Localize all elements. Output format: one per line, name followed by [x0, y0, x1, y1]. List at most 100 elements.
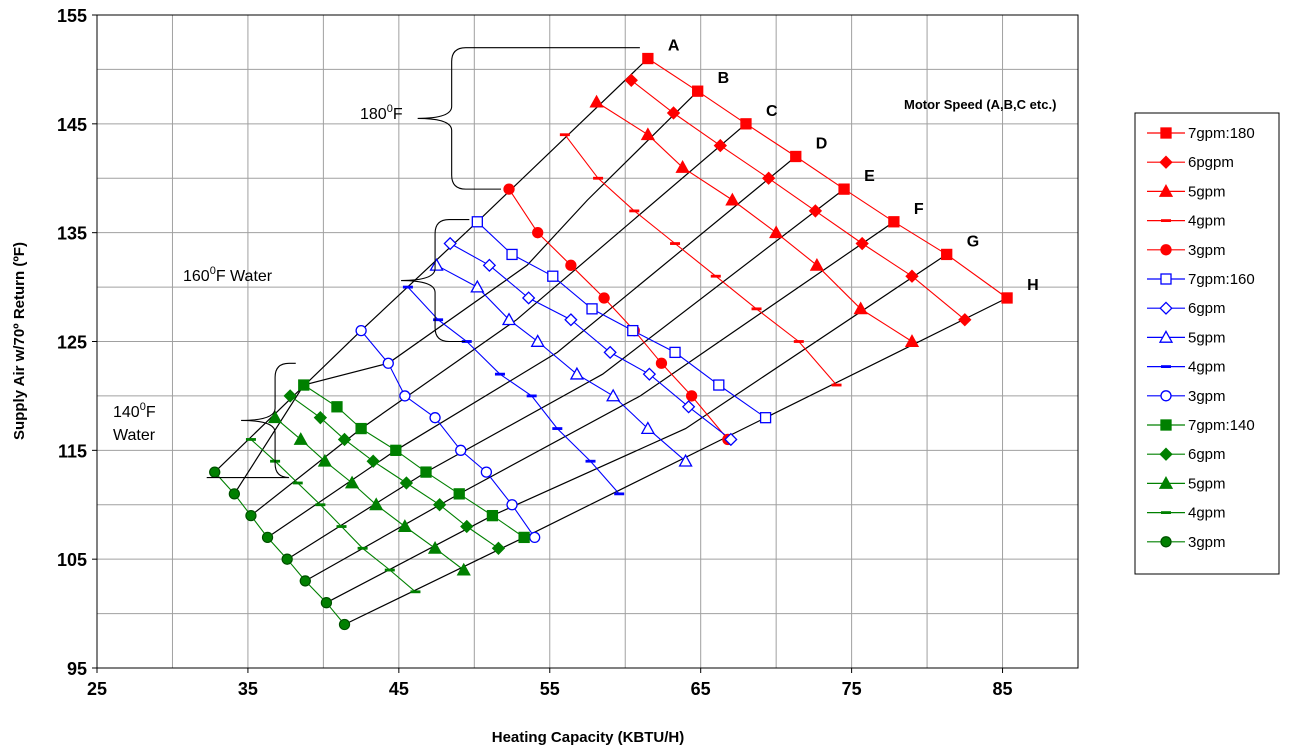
series-line-5 [476, 221, 766, 419]
x-axis-ticks: 25 35 45 55 65 75 85 [87, 668, 1013, 699]
data-point-diamond [283, 389, 297, 403]
data-point-diamond [399, 476, 414, 490]
data-point-square [759, 412, 772, 424]
data-point-dash [336, 525, 347, 528]
data-point-dash [793, 340, 804, 343]
data-point-triangle [769, 225, 784, 239]
legend-label: 3gpm [1188, 242, 1226, 259]
data-point-triangle [904, 334, 920, 347]
speed-line-g [326, 253, 948, 604]
x-tick-label: 85 [993, 679, 1013, 699]
data-point-circle-outline [339, 619, 350, 630]
data-point-circle-outline [228, 488, 240, 500]
legend-marker-dash [1161, 365, 1171, 368]
data-point-square [669, 346, 681, 359]
legend-marker-diamond [1159, 301, 1173, 315]
speed-line-d [267, 156, 797, 538]
data-point-square [453, 488, 465, 500]
speed-letter-b: B [718, 70, 730, 87]
data-point-dash [410, 590, 421, 594]
data-point-circle [598, 292, 610, 304]
data-point-dash [585, 459, 596, 463]
legend-label: 6gpm [1188, 446, 1226, 463]
legend-marker-circle-outline [1160, 536, 1172, 548]
legend-label: 3gpm [1188, 534, 1226, 551]
annotation-160f-unit: F Water [216, 268, 273, 285]
legend-marker-triangle [1158, 476, 1174, 489]
data-point-diamond [958, 313, 972, 327]
series-line-0 [647, 58, 1008, 299]
data-point-square [790, 150, 802, 163]
data-point-diamond [432, 498, 447, 512]
data-point-triangle [725, 192, 740, 206]
data-point-square [486, 509, 499, 522]
speed-letter-h: H [1027, 277, 1039, 294]
data-point-diamond [564, 313, 578, 327]
data-point-diamond [366, 454, 380, 468]
data-point-diamond [460, 519, 474, 534]
data-point-circle-outline [321, 597, 332, 609]
data-point-triangle [589, 94, 604, 108]
data-point-diamond [724, 432, 738, 447]
speed-line-b [233, 90, 699, 495]
series-line-4 [508, 188, 729, 440]
annotation-180f-value: 180 [360, 106, 387, 123]
data-point-circle [429, 412, 441, 424]
data-point-triangle [530, 334, 545, 347]
data-point-square [518, 531, 530, 544]
data-point-triangle [640, 421, 655, 435]
data-point-square [390, 444, 402, 456]
data-point-square [627, 324, 639, 337]
y-axis-ticks: 95 105 115 125 135 145 155 [57, 6, 97, 679]
data-point-triangle [678, 453, 693, 467]
legend-marker-diamond [1159, 155, 1173, 169]
annotation-160f-degree: 0 [210, 265, 216, 277]
legend-marker-square [1160, 273, 1172, 285]
data-point-diamond [603, 345, 617, 360]
data-point-circle [455, 444, 467, 456]
data-point-square [420, 466, 432, 478]
data-point-triangle [470, 279, 485, 293]
data-point-dash [670, 242, 681, 245]
annotation-180f-degree: 0 [387, 103, 393, 115]
data-point-triangle [344, 475, 360, 489]
speed-lines [214, 58, 1008, 626]
data-point-circle [355, 324, 367, 337]
annotation-motor-speed: Motor Speed (A,B,C etc.) [904, 97, 1056, 112]
legend-label: 4gpm [1188, 359, 1226, 376]
legend-marker-diamond [1159, 447, 1173, 461]
data-point-diamond [666, 106, 681, 120]
speed-letter-a: A [668, 38, 680, 55]
legend: 7gpm:180 6pgpm 5gpm 4gpm 3gpm 7gpm:160 6gpm 5gp… [1134, 112, 1280, 575]
data-point-circle [565, 259, 577, 271]
legend-items: 7gpm:180 6pgpm 5gpm 4gpm 3gpm 7gpm:160 6gpm 5gp… [1147, 125, 1255, 551]
y-tick-label: 135 [57, 224, 87, 244]
data-point-circle [480, 466, 493, 478]
data-point-circle [506, 499, 518, 511]
x-tick-label: 45 [389, 679, 409, 699]
data-point-triangle [809, 257, 825, 271]
y-tick-label: 145 [57, 115, 87, 135]
data-point-dash [559, 133, 570, 137]
data-point-diamond [313, 411, 328, 425]
data-point-circle [503, 183, 515, 195]
data-point-diamond [482, 258, 497, 272]
series-line-3 [564, 134, 837, 386]
annotation-140f-value: 140 [113, 404, 140, 421]
x-tick-label: 55 [540, 679, 560, 699]
data-point-triangle [293, 432, 308, 445]
data-point-diamond [713, 138, 727, 153]
data-point-square [642, 52, 654, 65]
data-point-square [888, 216, 900, 228]
legend-marker-square [1160, 127, 1172, 139]
data-point-dash [292, 481, 303, 485]
speed-line-c [250, 123, 747, 517]
data-point-triangle [640, 127, 655, 141]
data-point-square [838, 183, 850, 195]
data-point-circle-outline [245, 510, 257, 522]
data-point-dash [552, 427, 563, 430]
legend-label: 4gpm [1188, 505, 1226, 522]
data-point-dash [461, 340, 472, 343]
annotation-140f: 1400F [113, 401, 156, 421]
data-point-diamond [624, 73, 638, 87]
